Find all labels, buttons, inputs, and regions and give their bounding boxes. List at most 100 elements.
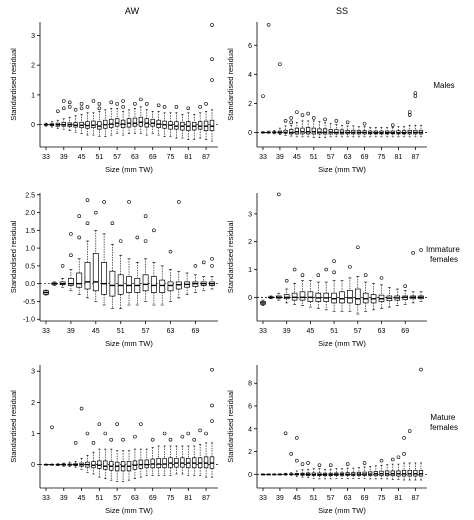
box-iqr: [162, 458, 167, 469]
box-83: [401, 126, 407, 138]
box-iqr: [203, 456, 209, 469]
outlier-point: [198, 428, 202, 433]
outlier-point: [193, 264, 198, 268]
y-tick-label: 1.0: [25, 246, 35, 253]
outlier-point: [323, 117, 327, 122]
box-33: [260, 299, 266, 306]
box-39: [61, 462, 66, 467]
box-iqr: [283, 129, 288, 134]
outlier-point: [150, 437, 155, 442]
x-axis-label: Size (mm TW): [318, 165, 366, 174]
outlier-point: [403, 284, 408, 289]
box-53: [126, 200, 132, 306]
outlier-point: [144, 102, 149, 106]
box-67: [356, 126, 362, 138]
x-tick-label: 81: [395, 495, 403, 502]
row-label-immature-line1: Immature: [426, 245, 460, 254]
outlier-point: [419, 367, 423, 372]
box-69: [150, 437, 155, 476]
box-85: [407, 110, 412, 138]
box-77: [174, 445, 179, 475]
outlier-point: [300, 273, 305, 277]
box-41: [283, 119, 288, 136]
box-39: [61, 99, 66, 130]
x-tick-label: 51: [95, 495, 103, 502]
box-iqr: [142, 274, 149, 292]
panel-ss-mature-females: 0 2 4 6 8 33 39 45 51 57 63 69 75 81 87 Size (mm TW) Sta…: [226, 365, 427, 515]
outlier-point: [407, 110, 412, 114]
box-55: [134, 235, 141, 306]
outlier-point: [174, 105, 179, 109]
box-iqr: [144, 459, 149, 469]
box-73: [373, 127, 378, 138]
outlier-point: [115, 102, 119, 106]
outlier-point: [162, 105, 167, 109]
outlier-point: [413, 91, 418, 96]
box-43: [73, 441, 78, 468]
box-iqr: [76, 272, 83, 288]
outlier-point: [210, 78, 214, 82]
box-35: [49, 425, 55, 466]
box-57: [142, 214, 149, 302]
box-71: [410, 251, 416, 304]
x-tick-label: 51: [310, 495, 318, 502]
outlier-point: [289, 116, 294, 120]
box-45: [79, 102, 84, 134]
box-71: [368, 127, 373, 138]
y-axis-label: Standardised residual: [226, 390, 235, 463]
box-33: [260, 473, 266, 476]
x-tick-label: 33: [259, 328, 267, 335]
row-label-mature-females: Mature females: [430, 413, 458, 432]
x-tick-label: 87: [411, 154, 419, 161]
outlier-point: [79, 406, 84, 411]
y-tick-label: 1: [248, 267, 252, 274]
row-label-males-line1: Males: [433, 81, 454, 90]
box-iqr: [294, 127, 299, 135]
outlier-point: [186, 106, 191, 111]
box-45: [294, 436, 299, 477]
x-tick-label: 45: [293, 495, 301, 502]
x-axis-label: Size (mm TW): [318, 506, 366, 515]
outlier-point: [379, 458, 384, 463]
box-73: [373, 465, 378, 480]
y-tick-label: 2: [248, 101, 252, 108]
outlier-point: [60, 264, 65, 268]
box-69: [362, 461, 367, 479]
box-37: [272, 129, 277, 135]
outlier-point: [411, 251, 415, 255]
y-tick-label: -1.0: [23, 317, 35, 324]
y-tick-label: 3: [31, 33, 35, 40]
x-tick-label: 57: [113, 154, 121, 161]
box-81: [396, 455, 401, 480]
box-49: [91, 441, 96, 475]
outlier-point: [210, 403, 214, 408]
box-51: [97, 102, 102, 137]
box-59: [334, 468, 339, 479]
outlier-point: [91, 99, 96, 103]
box-73: [162, 431, 167, 476]
box-59: [150, 228, 157, 306]
box-43: [289, 116, 294, 137]
outlier-point: [210, 23, 214, 27]
x-tick-label: 63: [167, 328, 175, 335]
outlier-point: [56, 109, 60, 114]
box-61: [339, 468, 345, 479]
box-41: [67, 461, 72, 467]
box-79: [390, 123, 395, 138]
box-75: [379, 127, 384, 138]
outlier-point: [162, 431, 167, 436]
box-63: [132, 434, 138, 479]
box-81: [396, 126, 401, 138]
y-tick-label: 0: [248, 130, 252, 137]
y-tick-label: 2: [31, 400, 35, 407]
outlier-point: [201, 260, 206, 265]
box-63: [167, 249, 174, 302]
outlier-point: [345, 120, 350, 125]
outlier-point: [284, 278, 289, 283]
x-tick-label: 51: [95, 154, 103, 161]
x-tick-label: 45: [293, 154, 301, 161]
x-tick-label: 75: [167, 495, 175, 502]
x-tick-label: 45: [307, 328, 315, 335]
y-tick-label: 2.5: [25, 192, 35, 199]
column-title-ss: SS: [336, 6, 348, 16]
